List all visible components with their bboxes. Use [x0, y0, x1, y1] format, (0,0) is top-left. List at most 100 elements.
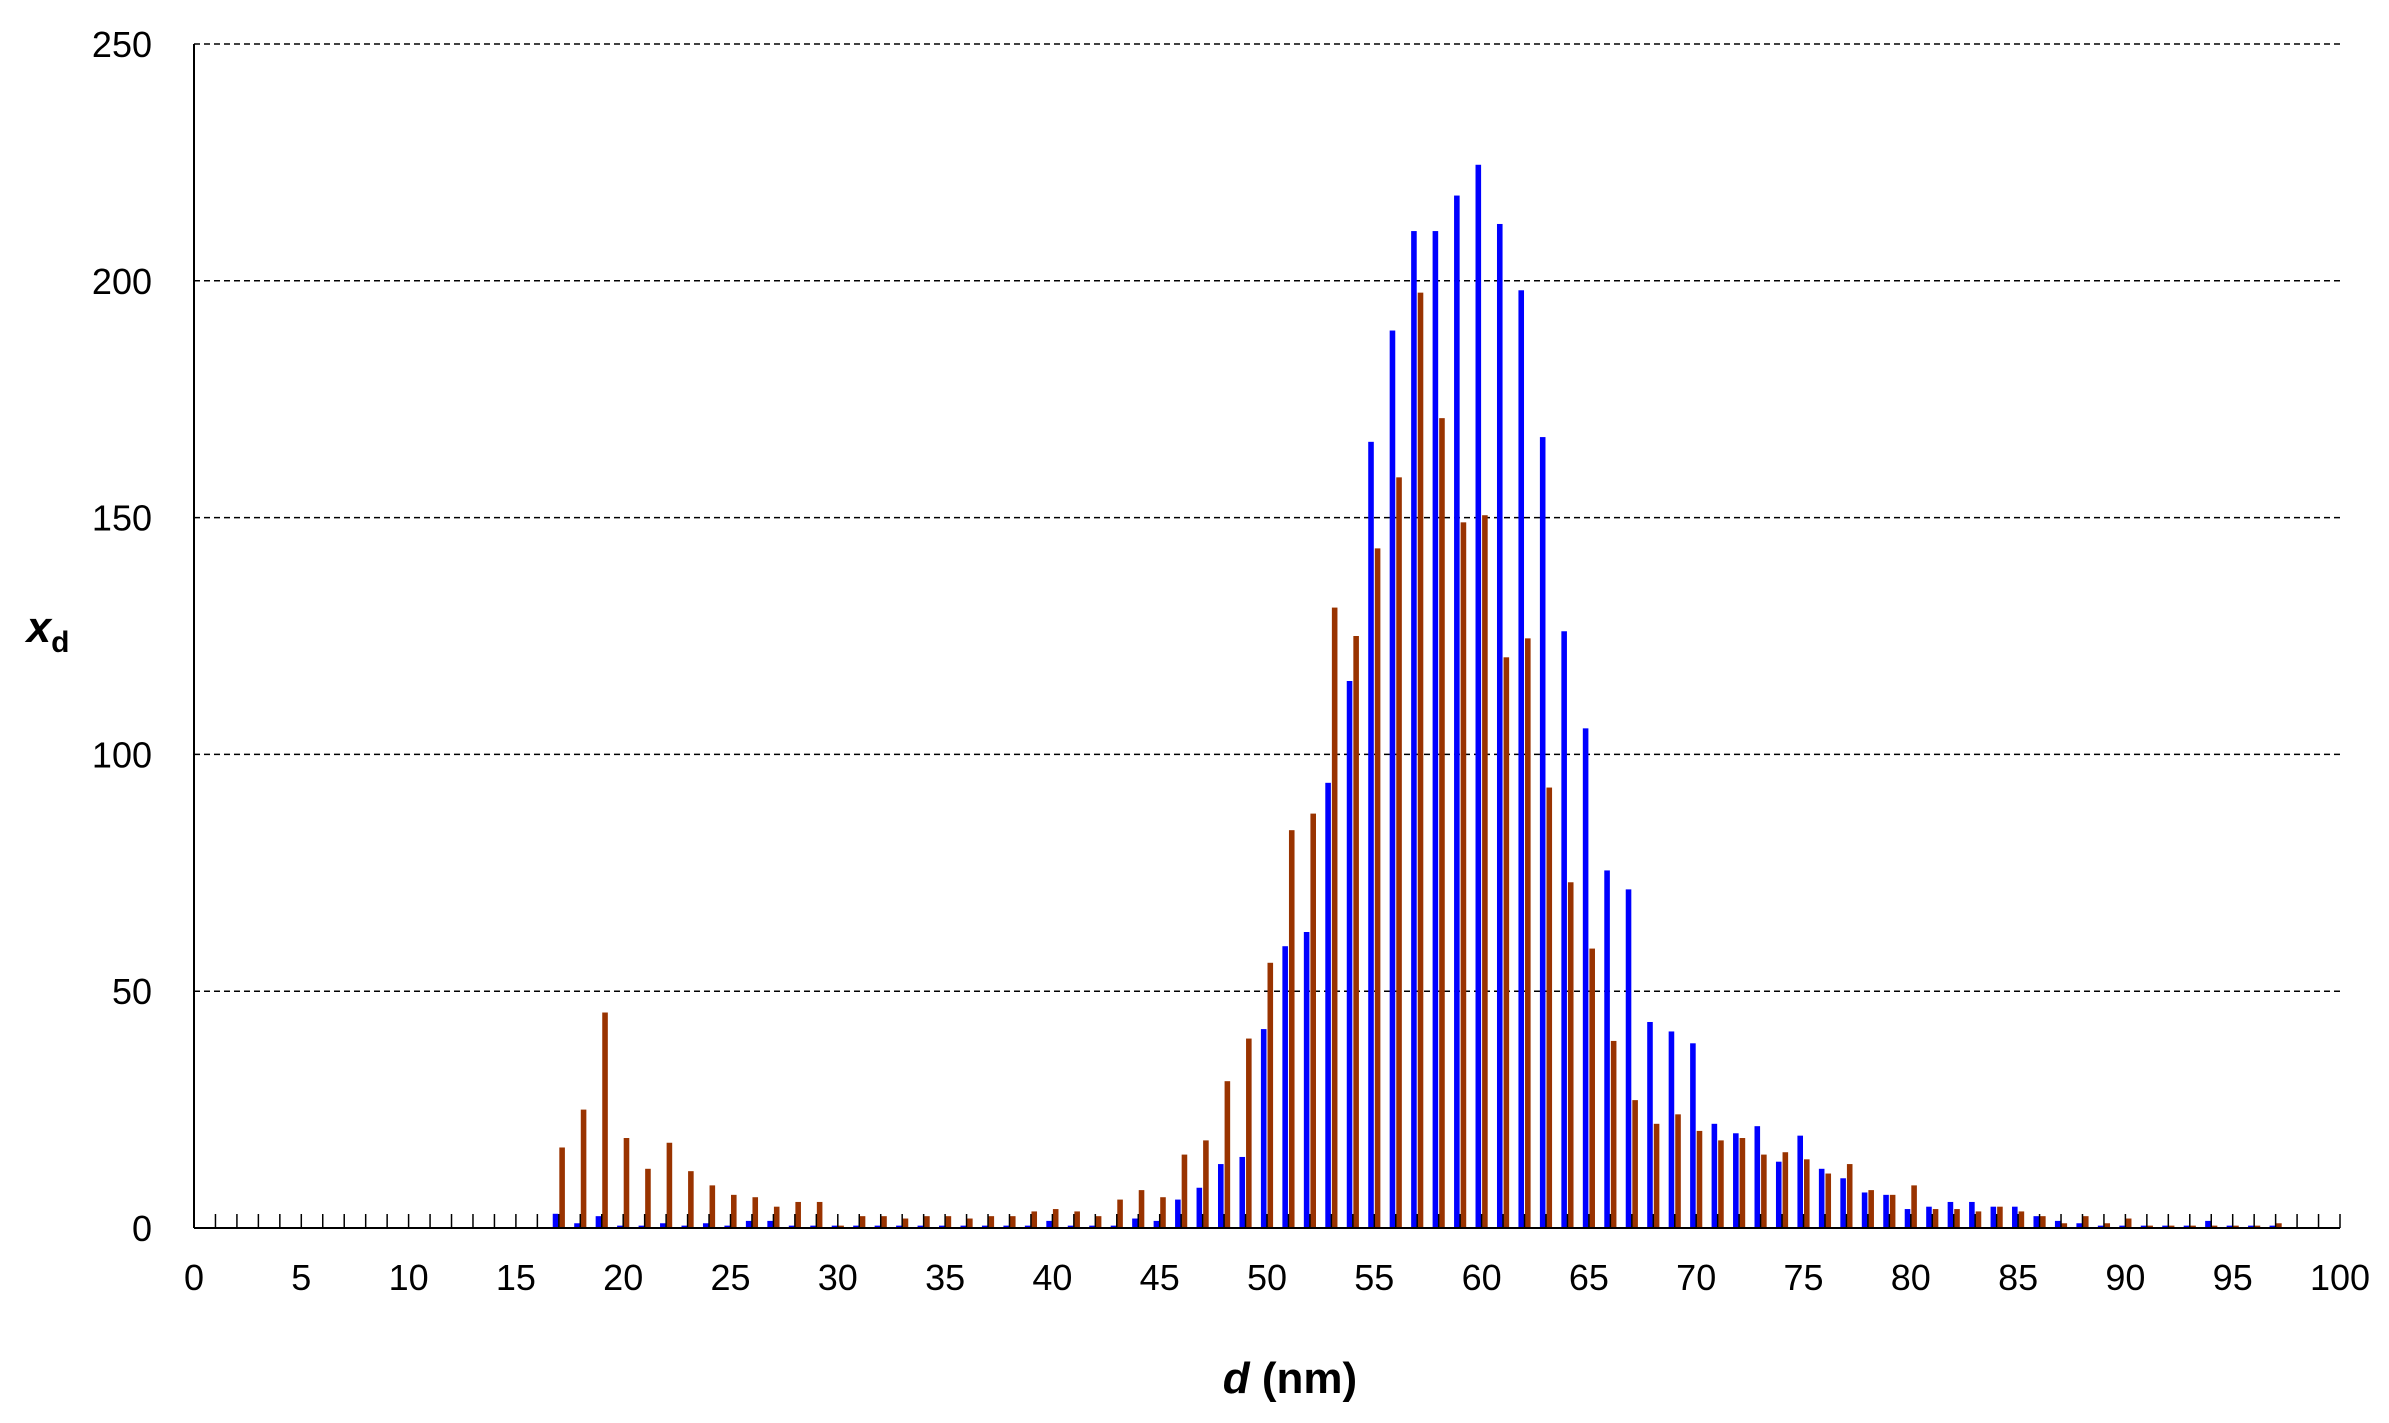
bar-series-2 [838, 1225, 844, 1228]
bar-series-1 [1518, 290, 1525, 1229]
x-tick-label: 85 [1998, 1257, 2038, 1298]
bar-series-1 [1926, 1206, 1932, 1228]
bar-series-2 [645, 1168, 651, 1228]
bars [552, 164, 2282, 1229]
bar-series-1 [724, 1225, 730, 1228]
bar-series-2 [1718, 1140, 1724, 1228]
bar-series-1 [745, 1220, 752, 1228]
bar-series-2 [1739, 1138, 1746, 1228]
bar-series-2 [2082, 1216, 2089, 1228]
bar-series-2 [1052, 1209, 1059, 1228]
bar-series-1 [1582, 728, 1589, 1228]
bar-series-2 [2147, 1225, 2153, 1228]
x-tick-label: 5 [291, 1257, 311, 1298]
bar-series-1 [1733, 1133, 1739, 1228]
bar-series-1 [1325, 782, 1331, 1228]
bar-series-1 [2248, 1225, 2254, 1228]
bar-series-1 [1346, 680, 1353, 1228]
bar-series-1 [1883, 1194, 1889, 1228]
bar-series-2 [1203, 1140, 1209, 1228]
bar-series-1 [1539, 437, 1546, 1228]
bar-series-2 [1975, 1211, 1982, 1228]
bar-series-2 [1009, 1216, 1016, 1228]
bar-series-1 [2097, 1225, 2104, 1228]
bar-series-2 [2168, 1225, 2175, 1228]
x-tick-label: 55 [1354, 1257, 1394, 1298]
x-tick-label: 100 [2310, 1257, 2370, 1298]
bar-series-1 [1625, 889, 1632, 1228]
bar-series-2 [1825, 1173, 1832, 1228]
bar-series-1 [1368, 441, 1374, 1229]
bar-series-2 [580, 1109, 587, 1228]
bar-series-2 [1095, 1216, 1102, 1228]
bar-series-2 [1246, 1038, 1252, 1228]
x-tick-label: 80 [1891, 1257, 1931, 1298]
x-tick-label: 35 [925, 1257, 965, 1298]
bar-series-1 [638, 1225, 645, 1228]
bar-series-2 [1331, 607, 1338, 1228]
x-tick-label: 75 [1783, 1257, 1823, 1298]
bar-series-1 [1046, 1220, 1052, 1228]
bar-series-2 [1846, 1164, 1853, 1228]
bar-series-2 [666, 1142, 673, 1228]
bar-series-2 [1460, 522, 1467, 1228]
bar-series-1 [917, 1225, 924, 1228]
bar-series-2 [1396, 477, 1402, 1228]
bar-series-1 [552, 1213, 559, 1228]
bar-series-1 [617, 1225, 623, 1228]
bar-series-1 [1003, 1225, 1009, 1228]
bar-series-1 [981, 1225, 988, 1228]
x-tick-label: 0 [184, 1257, 204, 1298]
bar-series-2 [859, 1216, 866, 1228]
bar-series-1 [831, 1225, 838, 1228]
bar-series-2 [1310, 813, 1316, 1228]
y-axis-title-var: x [25, 603, 53, 652]
bar-series-2 [1546, 787, 1553, 1228]
bar-series-2 [816, 1201, 823, 1228]
bar-series-2 [1567, 882, 1574, 1228]
bar-series-2 [1417, 292, 1424, 1228]
bar-series-2 [924, 1216, 930, 1228]
x-tick-label: 65 [1569, 1257, 1609, 1298]
bar-series-1 [1218, 1164, 1224, 1228]
y-axis-title-sub: d [51, 626, 69, 659]
y-tick-label: 250 [92, 24, 152, 65]
bar-series-2 [1589, 948, 1595, 1228]
bar-series-1 [1604, 870, 1610, 1228]
bar-series-1 [1990, 1206, 1997, 1228]
bar-series-2 [1653, 1123, 1660, 1228]
bar-series-2 [1224, 1081, 1231, 1228]
bar-series-2 [2233, 1225, 2239, 1228]
bar-series-1 [2076, 1223, 2082, 1228]
x-tick-label: 20 [603, 1257, 643, 1298]
bar-series-1 [1239, 1156, 1246, 1228]
bar-series-1 [1690, 1043, 1696, 1228]
bar-series-2 [709, 1185, 716, 1228]
x-axis-title: d (nm) [1223, 1354, 1357, 1403]
bar-series-1 [1711, 1123, 1718, 1228]
bar-series-2 [2018, 1211, 2025, 1228]
bar-series-2 [731, 1194, 737, 1228]
bar-series-2 [1439, 418, 1445, 1228]
bar-series-2 [1932, 1209, 1939, 1228]
bar-series-2 [752, 1197, 759, 1228]
bar-series-1 [1132, 1218, 1138, 1228]
bar-series-1 [1861, 1192, 1868, 1228]
x-tick-label: 15 [496, 1257, 536, 1298]
x-tick-label: 90 [2105, 1257, 2145, 1298]
bar-series-2 [1782, 1152, 1789, 1228]
bar-series-1 [874, 1225, 881, 1228]
bar-series-2 [967, 1218, 973, 1228]
bar-series-2 [1160, 1197, 1166, 1228]
bar-series-2 [1954, 1209, 1960, 1228]
y-tick-label: 150 [92, 498, 152, 539]
bar-series-1 [1196, 1187, 1203, 1228]
bar-series-2 [2276, 1223, 2282, 1228]
bar-series-1 [1647, 1021, 1653, 1228]
bar-series-1 [2012, 1206, 2018, 1228]
bar-series-1 [896, 1225, 902, 1228]
x-tick-label: 60 [1462, 1257, 1502, 1298]
x-tick-label: 40 [1032, 1257, 1072, 1298]
x-tick-label: 50 [1247, 1257, 1287, 1298]
bar-series-2 [1525, 638, 1531, 1228]
